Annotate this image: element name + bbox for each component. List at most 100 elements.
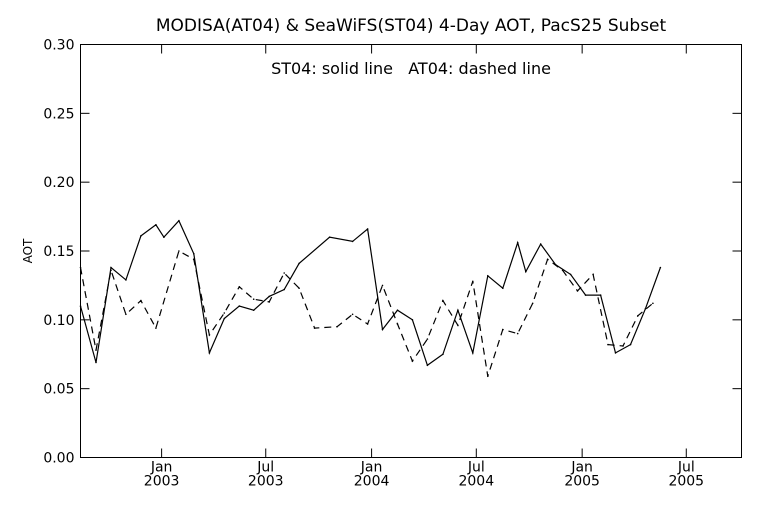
data-point-st04 <box>163 236 165 238</box>
data-point-st04 <box>584 294 587 296</box>
x-tick-month-label: Jan <box>360 460 383 476</box>
x-tick-year-label: 2005 <box>668 474 704 490</box>
data-point-st04 <box>193 253 195 255</box>
x-tick-month-label: Jul <box>256 460 274 476</box>
data-point-st04 <box>426 364 429 367</box>
data-point-at04 <box>283 272 286 274</box>
y-tick-label: 0.15 <box>43 244 74 260</box>
data-point-at04 <box>95 349 97 351</box>
y-tick-label: 0.30 <box>43 38 74 54</box>
y-tick-label: 0.10 <box>43 313 74 329</box>
data-point-at04 <box>336 325 338 328</box>
data-point-st04 <box>238 305 241 307</box>
data-point-at04 <box>110 269 112 272</box>
data-point-at04 <box>502 328 504 331</box>
x-tick-month-label: Jul <box>467 460 485 476</box>
data-point-at04 <box>442 299 444 302</box>
y-axis: 0.00 0.05 0.10 0.15 0.20 0.25 0.30 <box>43 38 742 467</box>
data-point-at04 <box>411 360 414 362</box>
data-point-at04 <box>531 302 534 305</box>
data-point-at04 <box>576 290 579 292</box>
data-point-at04 <box>381 284 384 287</box>
data-point-st04 <box>95 361 97 364</box>
data-point-at04 <box>652 302 654 305</box>
data-point-st04 <box>125 279 127 281</box>
data-point-st04 <box>396 309 399 312</box>
data-point-st04 <box>525 270 527 273</box>
series-style-annotation: ST04: solid line AT04: dashed line <box>271 59 551 78</box>
data-point-at04 <box>140 299 142 302</box>
data-point-at04 <box>155 327 157 329</box>
y-axis-label: AOT <box>21 238 35 263</box>
data-point-st04 <box>516 241 519 244</box>
data-point-st04 <box>79 305 82 307</box>
data-point-at04 <box>366 323 369 325</box>
x-tick-year-label: 2003 <box>144 474 180 490</box>
data-point-at04 <box>637 314 639 317</box>
data-point-st04 <box>569 273 572 276</box>
series-line-st04 <box>79 219 661 367</box>
data-point-st04 <box>252 309 255 312</box>
data-point-st04 <box>155 224 157 226</box>
y-tick-label: 0.05 <box>43 382 74 398</box>
x-tick-year-label: 2004 <box>354 474 390 490</box>
data-point-st04 <box>644 308 647 310</box>
data-point-at04 <box>457 324 459 327</box>
data-point-at04 <box>351 313 354 316</box>
data-point-st04 <box>298 262 300 265</box>
data-point-st04 <box>539 243 542 245</box>
data-point-at04 <box>223 312 226 314</box>
data-point-at04 <box>313 327 316 329</box>
data-point-at04 <box>592 273 594 276</box>
data-point-st04 <box>283 288 286 291</box>
data-point-st04 <box>328 236 331 238</box>
data-point-st04 <box>140 235 142 237</box>
data-point-st04 <box>614 352 617 354</box>
data-point-at04 <box>252 298 255 301</box>
data-point-st04 <box>411 319 414 321</box>
data-point-at04 <box>268 301 271 303</box>
data-point-at04 <box>607 343 609 346</box>
data-point-at04 <box>125 313 127 316</box>
x-axis: Jan2003Jul2003Jan2004Jul2004Jan2005Jul20… <box>144 44 704 490</box>
series-line-at04 <box>79 250 654 377</box>
x-tick-month-label: Jan <box>570 460 593 476</box>
data-point-at04 <box>208 334 211 336</box>
x-tick-month-label: Jan <box>150 460 173 476</box>
data-point-st04 <box>223 317 226 320</box>
data-point-st04 <box>268 295 271 298</box>
data-point-at04 <box>561 269 564 272</box>
data-point-st04 <box>381 328 384 331</box>
data-point-at04 <box>178 250 180 252</box>
y-tick-label: 0.00 <box>43 451 74 467</box>
data-point-st04 <box>366 228 369 230</box>
data-point-at04 <box>472 280 474 283</box>
data-point-st04 <box>629 343 632 346</box>
y-tick-label: 0.20 <box>43 175 74 191</box>
data-point-st04 <box>502 287 504 290</box>
data-point-st04 <box>472 352 474 354</box>
data-point-st04 <box>599 294 602 296</box>
data-point-at04 <box>487 375 489 378</box>
chart-title: MODISA(AT04) & SeaWiFS(ST04) 4-Day AOT, … <box>156 16 667 36</box>
x-tick-year-label: 2005 <box>564 474 600 490</box>
data-point-st04 <box>178 219 180 222</box>
data-point-at04 <box>622 345 624 347</box>
data-point-st04 <box>487 275 489 277</box>
data-point-at04 <box>193 258 195 261</box>
x-tick-year-label: 2003 <box>248 474 284 490</box>
series-layer <box>79 219 662 378</box>
data-point-at04 <box>79 266 82 269</box>
data-point-at04 <box>426 338 429 340</box>
data-point-at04 <box>396 323 399 325</box>
data-point-st04 <box>457 309 459 312</box>
data-point-at04 <box>546 258 549 261</box>
data-point-st04 <box>659 266 662 269</box>
data-point-st04 <box>208 352 211 354</box>
y-tick-label: 0.25 <box>43 106 74 122</box>
data-point-st04 <box>351 240 354 243</box>
data-point-st04 <box>110 266 112 269</box>
x-tick-month-label: Jul <box>677 460 695 476</box>
data-point-at04 <box>238 286 241 288</box>
